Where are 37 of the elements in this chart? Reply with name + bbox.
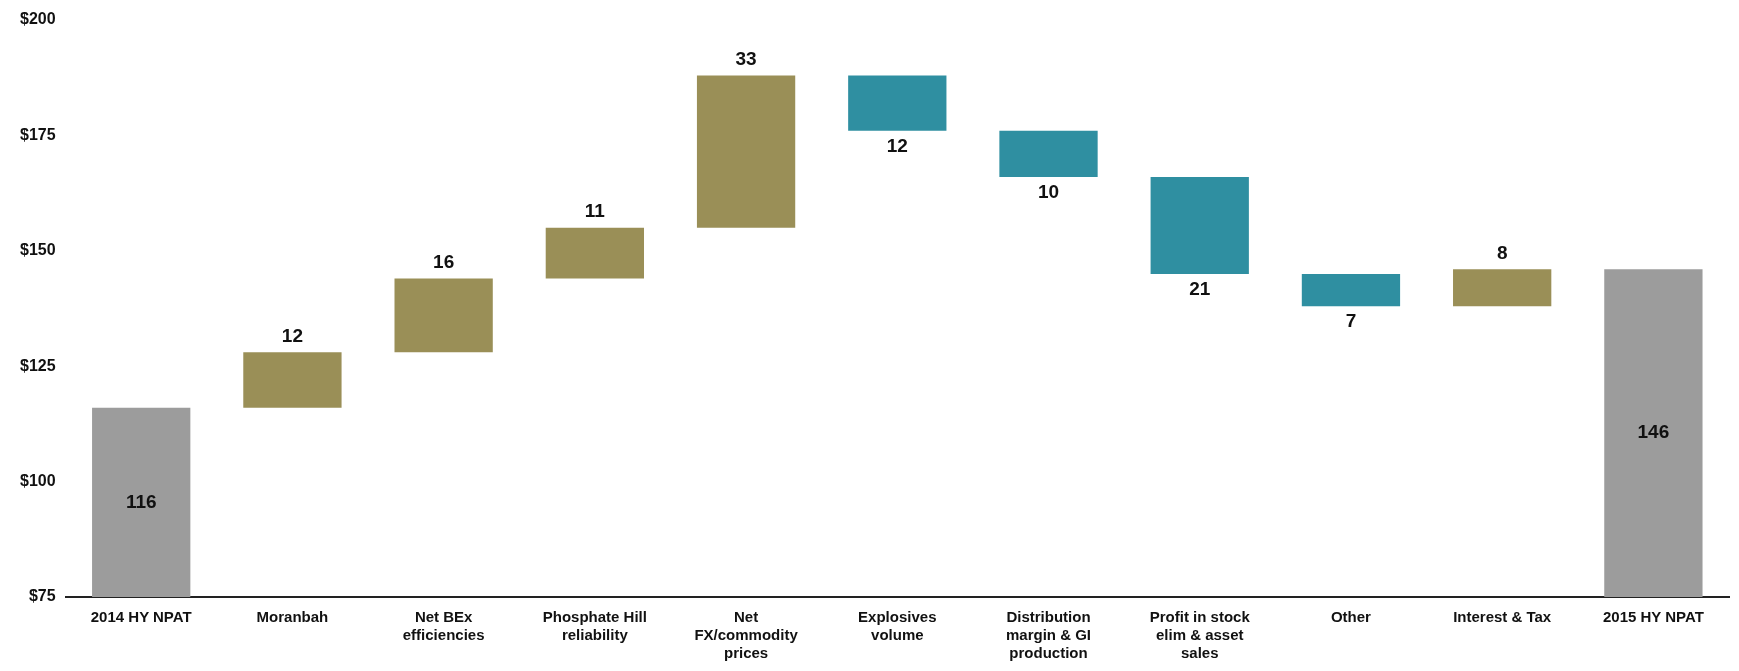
x-tick-label: 2015 HY NPAT bbox=[1602, 608, 1704, 626]
data-label: 10 bbox=[1037, 180, 1060, 202]
x-tick-label: Moranbah bbox=[256, 608, 329, 626]
data-label: 12 bbox=[281, 325, 303, 347]
data-label: 33 bbox=[735, 48, 757, 70]
data-label: 8 bbox=[1496, 242, 1508, 263]
data-label: 7 bbox=[1345, 309, 1357, 331]
bar bbox=[1453, 269, 1552, 307]
y-tick-label: $150 bbox=[20, 241, 56, 259]
x-tick-label: Distribution margin & GI production bbox=[1006, 608, 1092, 662]
data-label: 116 bbox=[125, 490, 157, 512]
bar bbox=[1150, 176, 1249, 274]
data-label: 146 bbox=[1637, 421, 1670, 443]
data-label: 16 bbox=[433, 251, 455, 273]
bar bbox=[1301, 273, 1401, 307]
data-label: 12 bbox=[886, 134, 908, 156]
x-tick-label: Net FX/commodity prices bbox=[694, 608, 799, 662]
x-tick-label: Interest & Tax bbox=[1453, 608, 1552, 626]
x-tick-label: Net BEx efficiencies bbox=[402, 608, 485, 644]
y-tick-label: $75 bbox=[28, 587, 56, 605]
bar bbox=[545, 227, 645, 279]
bar bbox=[999, 130, 1098, 177]
y-tick-label: $100 bbox=[20, 472, 56, 490]
x-tick-label: Explosives volume bbox=[858, 608, 937, 644]
y-tick-label: $175 bbox=[20, 125, 56, 143]
x-tick-label: Phosphate Hill reliability bbox=[542, 608, 647, 644]
y-tick-label: $200 bbox=[20, 10, 56, 28]
x-tick-label: 2014 HY NPAT bbox=[90, 608, 192, 626]
bar bbox=[848, 75, 947, 131]
x-tick-label: Profit in stock elim & asset sales bbox=[1149, 608, 1251, 662]
y-tick-label: $125 bbox=[20, 356, 56, 374]
x-tick-label: Other bbox=[1330, 608, 1372, 626]
data-label: 21 bbox=[1189, 277, 1211, 299]
bar bbox=[243, 352, 342, 408]
data-label: 11 bbox=[584, 200, 606, 222]
bar bbox=[696, 75, 796, 228]
bar bbox=[394, 278, 493, 353]
